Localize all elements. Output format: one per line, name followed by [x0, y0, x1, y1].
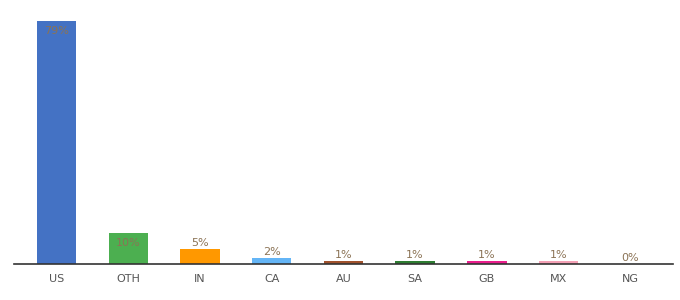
Bar: [252, 258, 292, 264]
Bar: [180, 249, 220, 264]
Bar: [37, 21, 76, 264]
Text: 0%: 0%: [622, 253, 639, 263]
Text: 1%: 1%: [406, 250, 424, 260]
Text: 5%: 5%: [191, 238, 209, 248]
Text: 1%: 1%: [478, 250, 496, 260]
Text: 79%: 79%: [44, 26, 69, 36]
Bar: [467, 261, 507, 264]
Bar: [109, 233, 148, 264]
Bar: [324, 261, 363, 264]
Bar: [539, 261, 578, 264]
Text: 1%: 1%: [335, 250, 352, 260]
Text: 1%: 1%: [549, 250, 567, 260]
Text: 2%: 2%: [263, 247, 281, 257]
Bar: [395, 261, 435, 264]
Text: 10%: 10%: [116, 238, 141, 248]
